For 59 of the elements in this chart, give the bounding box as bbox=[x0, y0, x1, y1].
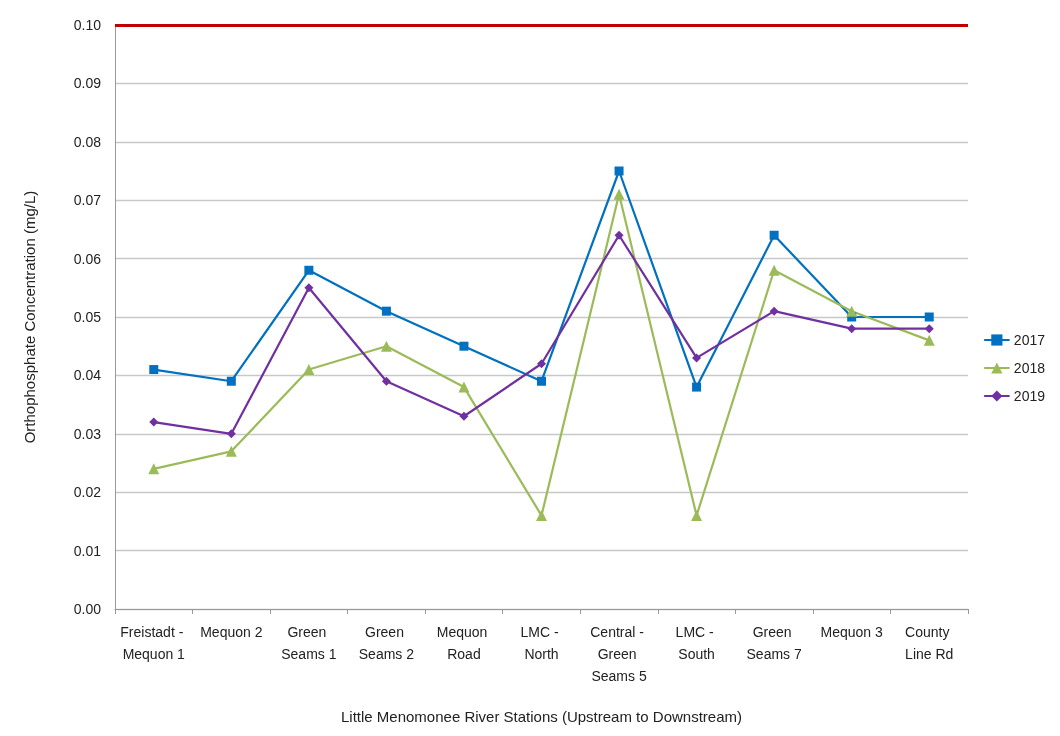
point bbox=[768, 264, 780, 276]
point bbox=[536, 510, 547, 522]
x-tick-label: Mequon 3 bbox=[820, 624, 884, 640]
point bbox=[614, 166, 624, 176]
point bbox=[381, 306, 391, 316]
point bbox=[380, 340, 392, 352]
legend-label: 2018 bbox=[1013, 360, 1046, 376]
point bbox=[692, 382, 702, 392]
point bbox=[923, 334, 935, 346]
point bbox=[692, 353, 702, 363]
x-tick-label: Freistadt - Mequon 1 bbox=[120, 624, 188, 662]
y-axis-title: Orthophosphate Concentration (mg/L) bbox=[21, 190, 38, 444]
y-tick-label: 0.08 bbox=[73, 133, 102, 150]
point bbox=[226, 429, 236, 439]
y-tick-label: 0.05 bbox=[73, 309, 102, 325]
legend-label: 2017 bbox=[1013, 332, 1046, 348]
point bbox=[304, 283, 314, 293]
y-tick-label: 0.01 bbox=[73, 542, 102, 559]
x-tick-label: Mequon Road bbox=[436, 624, 492, 662]
point bbox=[458, 381, 470, 393]
y-tick-label: 0.06 bbox=[73, 250, 102, 267]
point bbox=[149, 417, 159, 427]
point bbox=[303, 364, 315, 376]
point bbox=[924, 324, 934, 334]
x-tick-label: Central - Green Seams 5 bbox=[590, 624, 648, 684]
point bbox=[225, 445, 237, 457]
y-tick-label: 0.07 bbox=[73, 192, 102, 209]
y-tick-label: 0.10 bbox=[73, 17, 102, 33]
point bbox=[924, 312, 934, 322]
y-tick-label: 0.04 bbox=[73, 367, 102, 384]
x-tick-label: Mequon 2 bbox=[200, 624, 263, 640]
x-tick-label: Green Seams 2 bbox=[358, 624, 415, 662]
point bbox=[381, 376, 391, 386]
x-tick-label: LMC - South bbox=[675, 624, 718, 662]
x-tick-label: LMC - North bbox=[520, 624, 563, 662]
legend-label: 2019 bbox=[1013, 388, 1046, 404]
point bbox=[304, 265, 314, 275]
y-tick-label: 0.02 bbox=[73, 484, 102, 501]
point bbox=[691, 510, 703, 522]
point bbox=[537, 376, 546, 386]
x-axis-title: Little Menomonee River Stations (Upstream to Downstream) bbox=[341, 708, 742, 725]
point bbox=[847, 324, 857, 334]
x-tick-label: Green Seams 1 bbox=[281, 624, 337, 662]
y-tick-label: 0.00 bbox=[73, 601, 102, 617]
y-tick-label: 0.03 bbox=[73, 425, 102, 442]
point bbox=[226, 376, 236, 386]
point bbox=[846, 305, 858, 317]
point bbox=[769, 306, 779, 316]
point bbox=[613, 188, 625, 200]
point bbox=[614, 230, 624, 240]
point bbox=[149, 365, 159, 375]
point bbox=[148, 463, 160, 475]
point bbox=[537, 359, 546, 369]
x-tick-label: Green Seams 7 bbox=[746, 624, 802, 662]
point bbox=[459, 341, 469, 351]
point bbox=[769, 230, 779, 240]
point bbox=[459, 411, 469, 421]
x-tick-label: County Line Rd bbox=[905, 624, 954, 662]
y-tick-label: 0.09 bbox=[73, 75, 102, 92]
